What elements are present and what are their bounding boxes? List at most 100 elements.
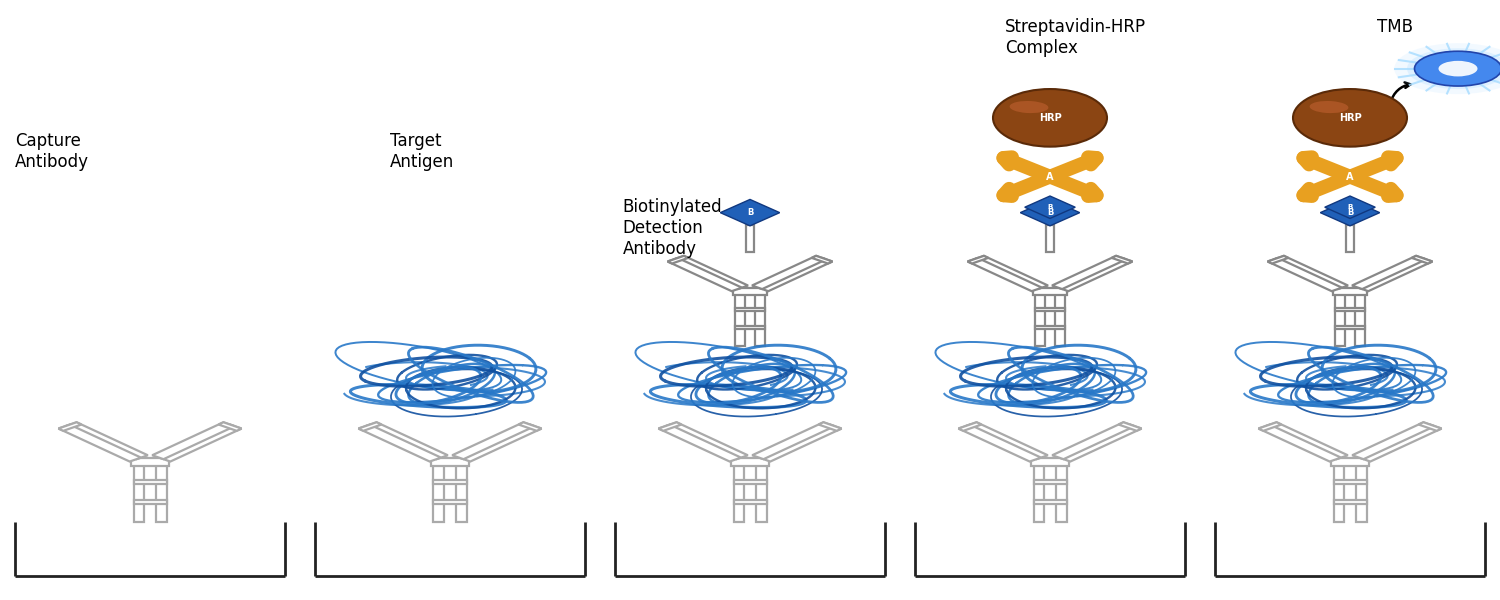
Polygon shape (58, 422, 81, 431)
Polygon shape (720, 199, 780, 226)
Polygon shape (1264, 422, 1348, 459)
Polygon shape (1324, 196, 1376, 218)
Polygon shape (658, 425, 741, 461)
Text: B: B (1047, 208, 1053, 217)
Ellipse shape (1293, 89, 1407, 146)
Polygon shape (658, 422, 681, 431)
Text: TMB: TMB (1377, 18, 1413, 36)
Bar (1334, 480, 1366, 484)
Bar (747, 224, 753, 251)
Text: Streptavidin-HRP
Complex: Streptavidin-HRP Complex (1005, 18, 1146, 57)
Polygon shape (1058, 258, 1132, 291)
Bar (735, 308, 765, 311)
Text: Capture
Antibody: Capture Antibody (15, 132, 88, 171)
Bar (430, 458, 470, 466)
Bar (734, 480, 766, 484)
Text: Biotinylated
Detection
Antibody: Biotinylated Detection Antibody (622, 198, 722, 257)
Bar (134, 462, 144, 522)
Polygon shape (1352, 422, 1436, 459)
Text: A: A (1347, 172, 1353, 182)
Polygon shape (668, 256, 688, 263)
Bar (1035, 292, 1044, 346)
Polygon shape (364, 422, 448, 459)
Polygon shape (1358, 258, 1432, 291)
Bar (1030, 458, 1069, 466)
Polygon shape (758, 258, 833, 291)
Bar (756, 462, 766, 522)
Bar (134, 480, 166, 484)
Bar (1356, 462, 1366, 522)
Bar (1047, 224, 1053, 251)
Bar (734, 500, 766, 504)
Text: B: B (1347, 204, 1353, 210)
Polygon shape (1024, 196, 1075, 218)
Polygon shape (1052, 422, 1136, 459)
Bar (134, 500, 166, 504)
Polygon shape (1274, 256, 1348, 289)
Polygon shape (674, 256, 748, 289)
Bar (734, 462, 744, 522)
Ellipse shape (1419, 53, 1496, 84)
Polygon shape (358, 425, 441, 461)
Bar (1347, 224, 1353, 251)
Bar (735, 326, 765, 329)
Bar (1334, 500, 1366, 504)
Polygon shape (1412, 256, 1432, 263)
Text: HRP: HRP (1038, 113, 1062, 123)
Bar (1034, 289, 1066, 295)
Bar (1330, 458, 1370, 466)
Bar (1035, 326, 1065, 329)
Ellipse shape (1395, 43, 1500, 94)
Bar (1335, 292, 1344, 346)
Polygon shape (812, 256, 832, 263)
Bar (1356, 292, 1365, 346)
Polygon shape (964, 422, 1048, 459)
Bar (433, 480, 466, 484)
Bar (1334, 462, 1344, 522)
Polygon shape (1119, 422, 1142, 431)
Ellipse shape (993, 89, 1107, 146)
Bar (735, 292, 744, 346)
Text: B: B (1047, 204, 1053, 210)
Bar (1056, 462, 1066, 522)
Polygon shape (1419, 422, 1442, 431)
Bar (756, 292, 765, 346)
Polygon shape (752, 422, 836, 459)
Polygon shape (159, 425, 242, 461)
Ellipse shape (1438, 61, 1478, 76)
Text: Target
Antigen: Target Antigen (390, 132, 454, 171)
Text: B: B (1347, 208, 1353, 217)
Polygon shape (58, 425, 141, 461)
Polygon shape (759, 425, 842, 461)
Bar (456, 462, 466, 522)
Bar (1034, 480, 1066, 484)
Bar (1035, 308, 1065, 311)
Polygon shape (1268, 256, 1288, 263)
Polygon shape (358, 422, 381, 431)
Bar (1056, 292, 1065, 346)
Bar (1334, 289, 1366, 295)
Polygon shape (152, 422, 236, 459)
Ellipse shape (1414, 51, 1500, 86)
Bar (730, 458, 770, 466)
Bar (156, 462, 166, 522)
Text: A: A (1047, 172, 1053, 182)
Bar (1335, 326, 1365, 329)
Text: HRP: HRP (1338, 113, 1362, 123)
Polygon shape (1258, 422, 1281, 431)
Bar (1034, 462, 1044, 522)
Bar (1335, 308, 1365, 311)
Polygon shape (1359, 425, 1442, 461)
Polygon shape (1052, 256, 1126, 289)
Polygon shape (664, 422, 748, 459)
Polygon shape (64, 422, 148, 459)
Polygon shape (968, 258, 1042, 291)
Polygon shape (219, 422, 242, 431)
Polygon shape (668, 258, 742, 291)
Polygon shape (519, 422, 542, 431)
Bar (433, 462, 444, 522)
Ellipse shape (1407, 48, 1500, 89)
Ellipse shape (1010, 101, 1048, 113)
Polygon shape (752, 256, 827, 289)
Polygon shape (1112, 256, 1132, 263)
